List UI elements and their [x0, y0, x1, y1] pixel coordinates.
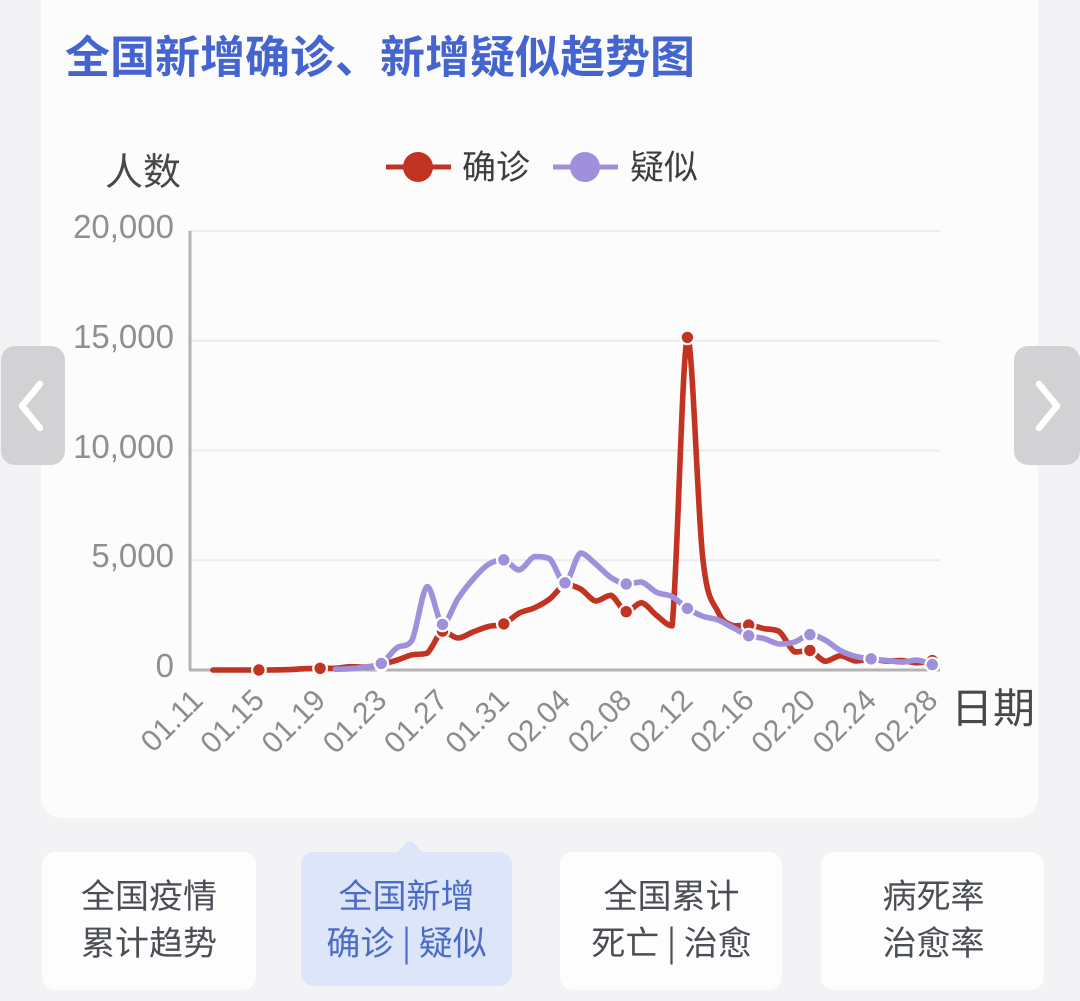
svg-text:10,000: 10,000: [73, 428, 174, 465]
svg-text:5,000: 5,000: [91, 537, 174, 574]
svg-text:0: 0: [156, 647, 174, 684]
svg-text:15,000: 15,000: [73, 318, 174, 355]
svg-text:20,000: 20,000: [73, 208, 174, 245]
